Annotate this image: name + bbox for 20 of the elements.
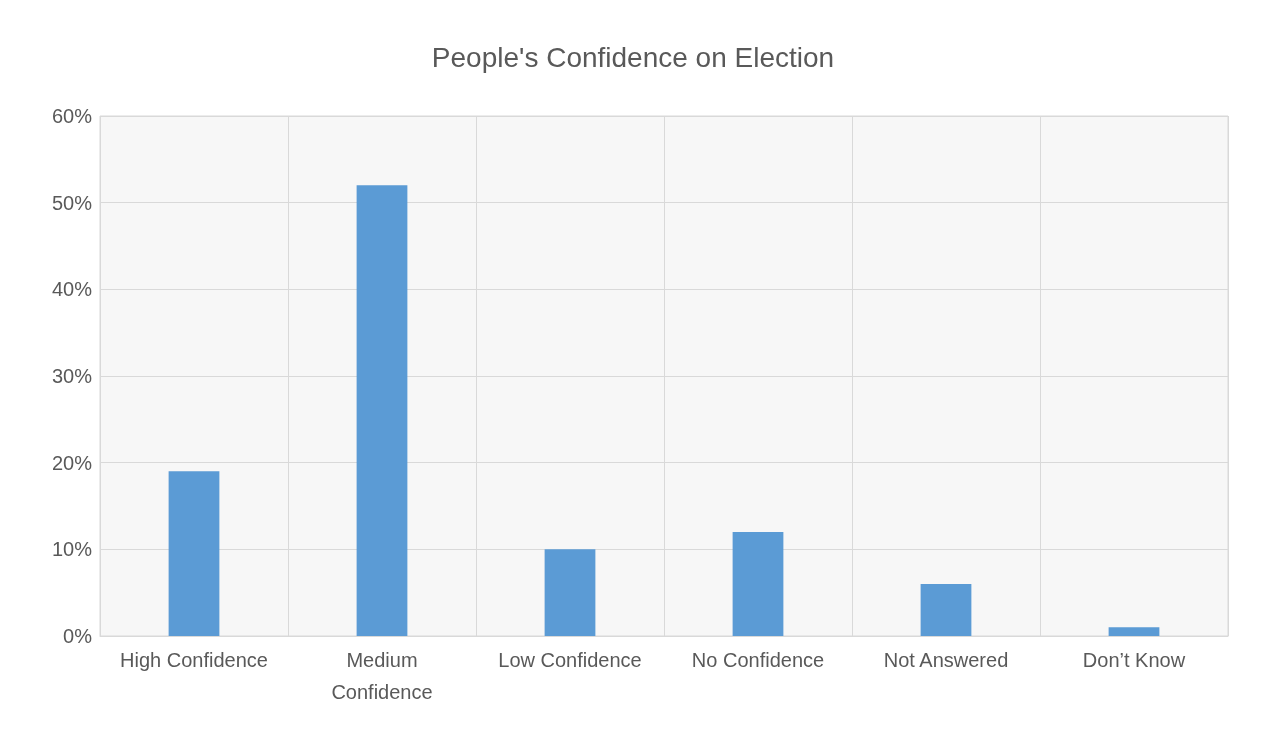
bar [732, 532, 784, 636]
bar [1108, 627, 1160, 636]
x-tick-label: Low Confidence [498, 649, 642, 671]
y-tick-label: 50% [51, 191, 93, 214]
bar [168, 471, 220, 636]
y-tick-label: 0% [63, 625, 93, 647]
bar [920, 584, 972, 636]
y-tick-label: 10% [51, 538, 93, 561]
x-tick-label: Don’t Know [1082, 649, 1186, 671]
y-tick-label: 30% [51, 365, 93, 387]
y-tick-label: 20% [51, 451, 93, 474]
y-tick-label: 40% [51, 278, 93, 301]
bar [544, 549, 596, 636]
chart-title: People's Confidence on Election [431, 41, 835, 73]
x-tick-label: No Confidence [691, 649, 825, 671]
x-tick-label: Medium Confidence [331, 649, 433, 703]
x-tick-label: Not Answered [883, 649, 1009, 671]
y-tick-label: 60% [51, 105, 93, 127]
x-tick-label: High Confidence [120, 649, 268, 671]
bar [356, 185, 408, 636]
